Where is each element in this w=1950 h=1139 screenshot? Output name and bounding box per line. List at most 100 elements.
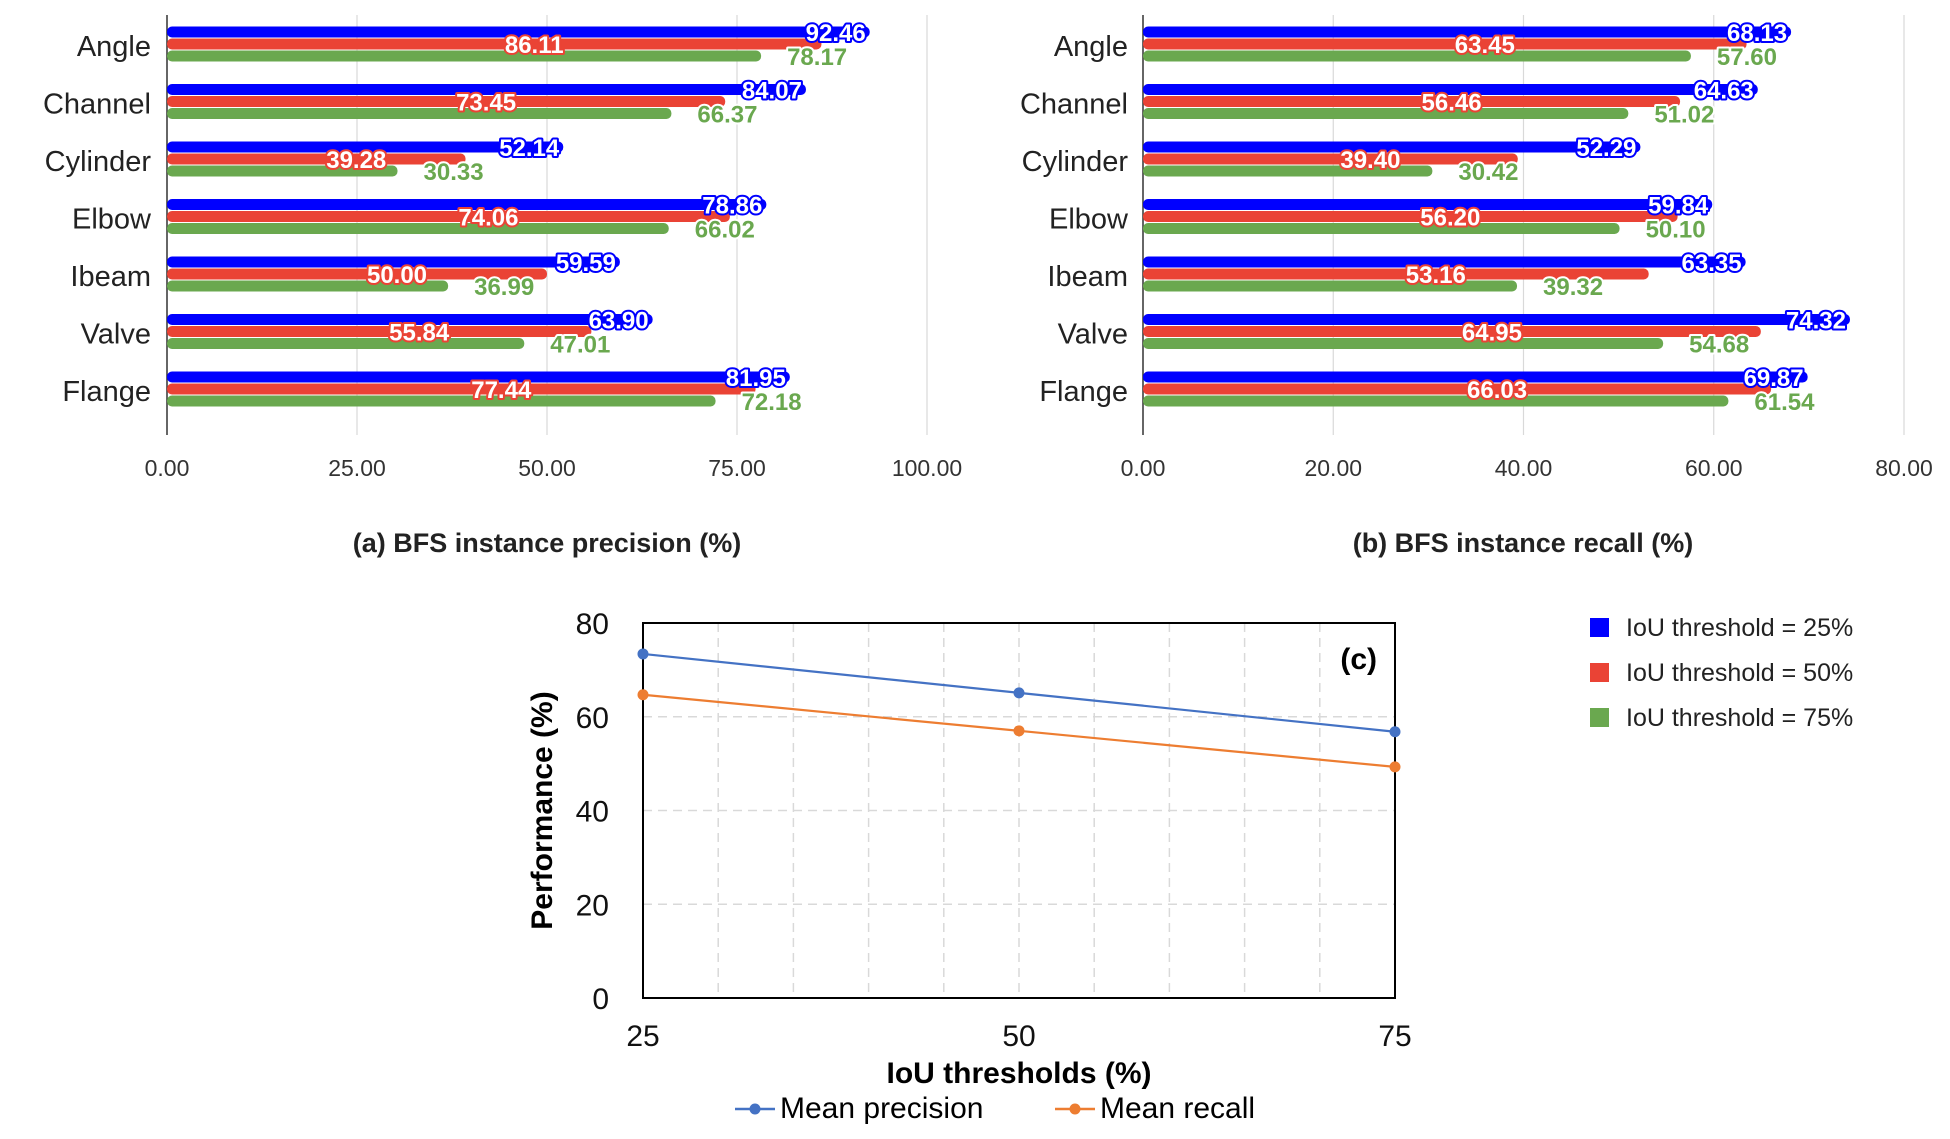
category-label: Channel <box>1020 89 1128 121</box>
data-label: 52.14 <box>499 135 560 162</box>
bar <box>167 199 767 210</box>
y-tick-label: 40 <box>576 796 609 829</box>
bar <box>167 395 716 407</box>
y-tick-label: 20 <box>576 889 609 922</box>
bar <box>1143 395 1729 407</box>
bar <box>167 256 620 268</box>
data-point <box>1389 761 1401 773</box>
recall-bar-chart: 0.00 20.00 40.00 60.00 80.00 Angle 68.13 63.45 5… <box>1020 15 1933 481</box>
bar <box>1143 108 1629 119</box>
category-label: Ibeam <box>70 261 151 293</box>
data-label: 68.13 <box>1727 20 1787 47</box>
data-label: 64.95 <box>1462 320 1522 347</box>
legend-swatch <box>1590 618 1609 637</box>
data-label: 78.17 <box>787 44 847 71</box>
line-legend-label: Mean precision <box>780 1092 983 1125</box>
data-label: 66.37 <box>697 102 757 129</box>
legend-swatch <box>1590 663 1609 682</box>
category-label: Elbow <box>1049 204 1129 236</box>
line-legend-marker <box>1069 1103 1081 1115</box>
bar <box>1143 38 1747 50</box>
legend-label: IoU threshold = 75% <box>1626 704 1853 732</box>
data-label: 73.45 <box>456 90 516 117</box>
data-label: 54.68 <box>1689 332 1749 359</box>
x-tick-label: 50 <box>1002 1020 1035 1053</box>
bar <box>167 314 653 325</box>
bar <box>1143 256 1746 268</box>
data-label: 66.03 <box>1467 377 1527 404</box>
data-label: 30.33 <box>424 159 484 186</box>
data-label: 61.54 <box>1754 389 1815 416</box>
category-label: Valve <box>81 319 151 351</box>
x-tick-label: 40.00 <box>1495 455 1553 481</box>
bar <box>167 96 726 107</box>
data-label: 30.42 <box>1458 159 1518 186</box>
bar <box>1143 314 1850 325</box>
y-tick-label: 60 <box>576 702 609 735</box>
data-label: 77.44 <box>471 377 532 404</box>
data-label: 47.01 <box>550 332 610 359</box>
data-label: 69.87 <box>1744 365 1804 392</box>
y-axis-title: Performance (%) <box>526 691 559 929</box>
bar <box>167 50 762 62</box>
category-label: Angle <box>1054 31 1128 63</box>
bar <box>167 141 564 153</box>
x-tick-label: 75 <box>1378 1020 1411 1053</box>
y-tick-label: 80 <box>576 608 609 641</box>
data-label: 78.86 <box>702 193 762 220</box>
data-label: 64.63 <box>1694 78 1754 105</box>
data-label: 36.99 <box>474 274 534 301</box>
category-label: Flange <box>62 376 151 408</box>
legend-swatch <box>1590 708 1609 727</box>
data-label: 72.18 <box>742 389 802 416</box>
data-point <box>1389 726 1401 738</box>
x-tick-label: 25.00 <box>328 455 386 481</box>
bar <box>1143 96 1681 107</box>
bar <box>167 268 547 280</box>
x-tick-label: 100.00 <box>892 455 962 481</box>
category-label: Flange <box>1039 376 1128 408</box>
bar <box>1143 199 1713 210</box>
bar <box>1143 326 1761 337</box>
bar <box>167 326 592 337</box>
x-tick-label: 80.00 <box>1875 455 1933 481</box>
bar-legend: IoU threshold = 25% IoU threshold = 50% Io… <box>1590 614 1853 732</box>
data-label: 51.02 <box>1654 102 1714 129</box>
data-label: 53.16 <box>1406 262 1466 289</box>
category-label: Cylinder <box>45 146 152 178</box>
data-label: 56.46 <box>1422 90 1482 117</box>
data-point <box>1013 687 1025 699</box>
bar <box>167 383 756 395</box>
bar <box>167 280 449 292</box>
data-label: 50.10 <box>1646 217 1706 244</box>
data-label: 39.28 <box>326 147 386 174</box>
bar <box>167 165 398 177</box>
legend-label: IoU threshold = 25% <box>1626 614 1853 642</box>
category-label: Elbow <box>72 204 152 236</box>
category-label: Cylinder <box>1022 146 1129 178</box>
bar <box>1143 84 1758 95</box>
bar <box>1143 338 1664 349</box>
bar <box>1143 211 1678 222</box>
data-label: 63.35 <box>1682 250 1742 277</box>
recall-chart-title: (b) BFS instance recall (%) <box>1353 528 1694 558</box>
bar <box>167 338 525 349</box>
data-label: 92.46 <box>806 20 866 47</box>
data-point <box>637 689 649 701</box>
y-tick-label: 0 <box>592 983 609 1016</box>
bar <box>167 26 870 38</box>
data-label: 66.02 <box>695 217 755 244</box>
legend-label: IoU threshold = 50% <box>1626 659 1853 687</box>
bar <box>1143 141 1641 153</box>
panel-label: (c) <box>1340 643 1377 676</box>
x-tick-label: 50.00 <box>518 455 576 481</box>
bar <box>1143 371 1808 383</box>
category-label: Channel <box>43 89 151 121</box>
bar <box>1143 153 1518 165</box>
precision-bar-chart: 0.00 25.00 50.00 75.00 100.00 Angle 92.46 86.11… <box>43 15 962 481</box>
category-label: Valve <box>1058 319 1128 351</box>
data-label: 86.11 <box>505 32 564 59</box>
data-label: 57.60 <box>1717 44 1777 71</box>
x-tick-label: 20.00 <box>1304 455 1362 481</box>
